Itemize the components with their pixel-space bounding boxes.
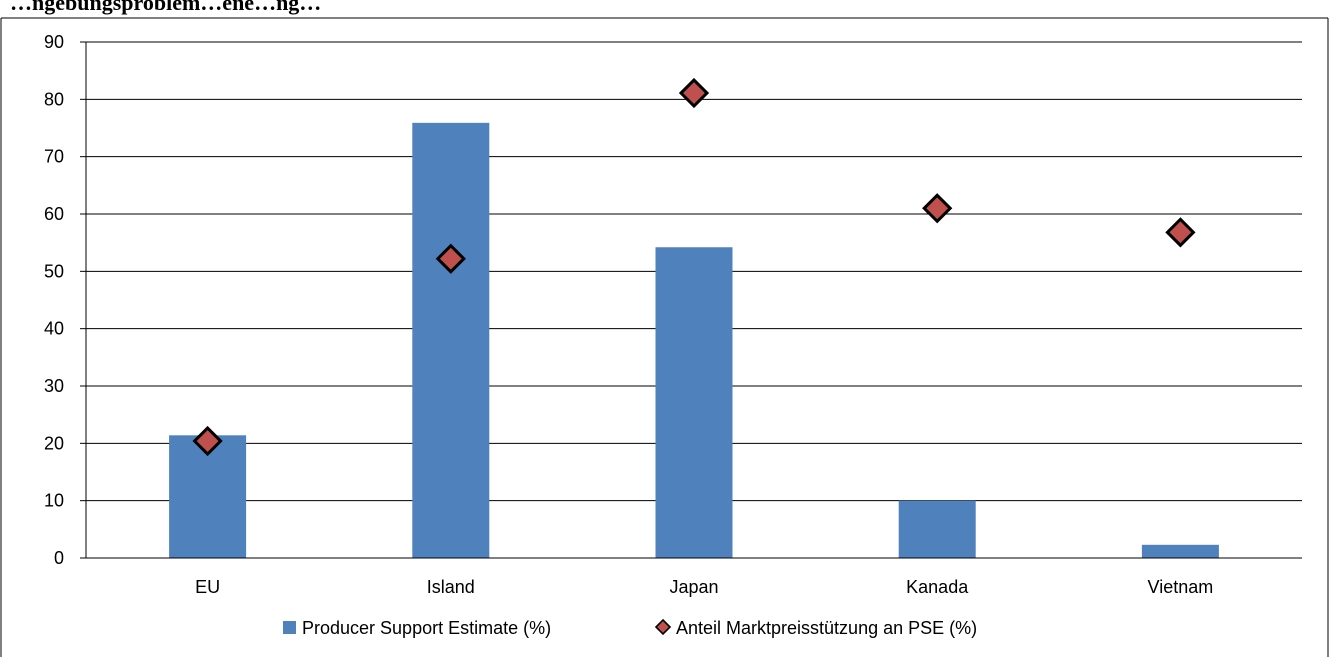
marker-series [192, 77, 1196, 457]
y-tick-label-0: 0 [54, 548, 64, 568]
y-tick-label-30: 30 [44, 376, 64, 396]
legend-label-marker: Anteil Marktpreisstützung an PSE (%) [676, 618, 977, 638]
x-tick-label-vietnam: Vietnam [1148, 577, 1214, 597]
marker-island [435, 243, 466, 274]
bar-japan [655, 247, 733, 558]
x-tick-label-japan: Japan [669, 577, 718, 597]
y-tick-label-20: 20 [44, 433, 64, 453]
legend-swatch-bar [283, 621, 296, 634]
x-tick-label-eu: EU [195, 577, 220, 597]
legend-label-bar: Producer Support Estimate (%) [302, 618, 551, 638]
bar-kanada [898, 500, 976, 558]
y-tick-label-90: 90 [44, 32, 64, 52]
legend-swatch-marker [654, 618, 672, 636]
x-axis-ticks: EU Island Japan Kanada Vietnam [195, 577, 1213, 597]
bar-island [412, 122, 490, 558]
marker-kanada [922, 193, 953, 224]
legend: Producer Support Estimate (%) Anteil Mar… [283, 618, 977, 638]
y-tick-label-50: 50 [44, 261, 64, 281]
x-tick-label-kanada: Kanada [906, 577, 969, 597]
marker-japan [678, 77, 710, 109]
y-tick-label-60: 60 [44, 204, 64, 224]
chart-title: …ngebungsproblem…ene…ng… [10, 0, 321, 15]
y-tick-label-10: 10 [44, 491, 64, 511]
y-tick-label-80: 80 [44, 89, 64, 109]
bar-series [86, 122, 1302, 559]
y-axis-ticks: 0 10 20 30 40 50 60 70 80 90 [44, 32, 87, 568]
y-tick-label-70: 70 [44, 147, 64, 167]
bar-vietnam [1141, 544, 1219, 558]
marker-vietnam [1165, 217, 1196, 248]
x-tick-label-island: Island [427, 577, 475, 597]
y-tick-label-40: 40 [44, 319, 64, 339]
marker-eu [192, 425, 223, 457]
